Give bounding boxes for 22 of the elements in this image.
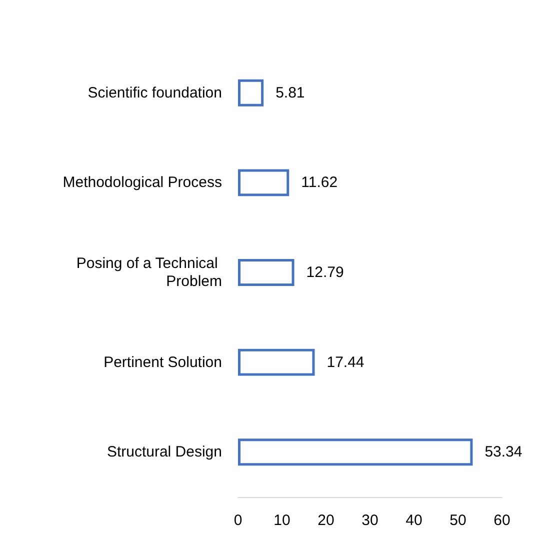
x-tick-label: 50 [450, 512, 466, 529]
data-label: 5.81 [276, 84, 305, 102]
x-tick-label: 30 [362, 512, 378, 529]
x-tick-label: 0 [234, 512, 242, 529]
bar [238, 259, 294, 286]
data-label: 17.44 [326, 354, 364, 371]
bar [238, 169, 290, 196]
x-tick-label: 60 [494, 512, 510, 529]
bar [238, 79, 264, 106]
x-tick-label: 20 [318, 512, 334, 529]
data-label: 53.34 [484, 444, 522, 461]
y-tick-label: Posing of a Technical Problem [76, 255, 222, 290]
y-tick-label: Structural Design [106, 444, 222, 461]
bar [238, 438, 473, 466]
y-tick-label: Scientific foundation [88, 84, 222, 102]
y-tick-label: Pertinent Solution [104, 354, 222, 371]
x-tick-label: 40 [406, 512, 422, 529]
x-tick-label: 10 [274, 512, 290, 529]
data-label: 11.62 [301, 174, 338, 192]
bar [238, 348, 315, 376]
data-label: 12.79 [306, 264, 344, 281]
y-tick-label: Methodological Process [62, 174, 222, 192]
